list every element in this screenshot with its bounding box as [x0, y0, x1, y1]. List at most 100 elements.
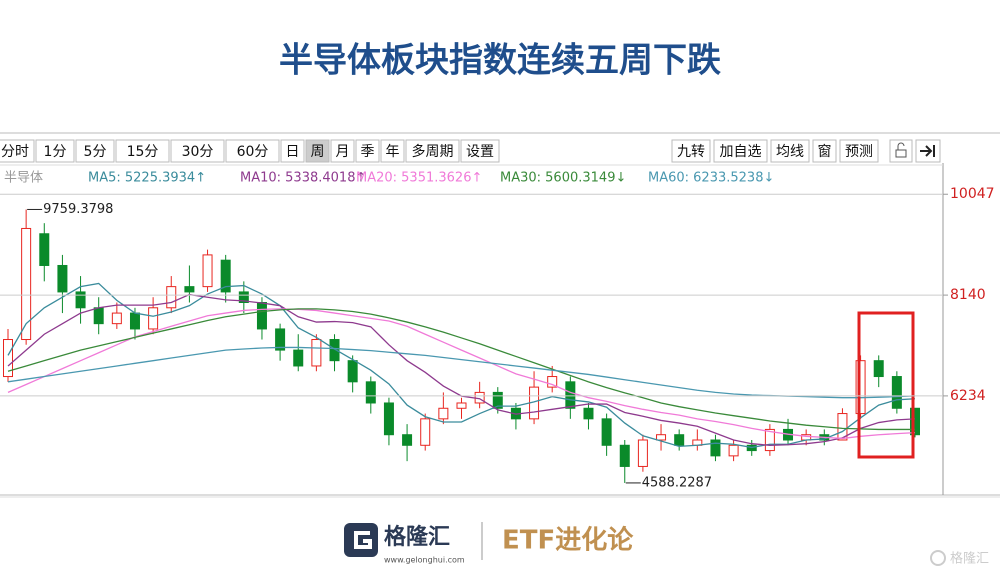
candle-body	[492, 391, 503, 409]
candle-body	[111, 312, 122, 325]
watermark-icon	[930, 550, 946, 566]
candle-body	[275, 328, 286, 351]
tab-button[interactable]	[35, 139, 75, 163]
tab-label: 季	[361, 144, 375, 160]
tab-label: 1分	[44, 144, 67, 160]
candle-body	[148, 307, 159, 330]
candle-body	[402, 434, 413, 446]
candle-body	[547, 376, 558, 388]
legend-name: 半导体	[4, 171, 43, 186]
legend-entry: MA30: 5600.3149↓	[500, 171, 626, 186]
candle-body	[93, 307, 104, 325]
candle-body	[420, 418, 431, 446]
candle-body	[57, 264, 68, 293]
title: 半导体板块指数连续五周下跌	[279, 41, 721, 81]
candle-body	[184, 286, 195, 293]
candle-body	[619, 444, 630, 467]
candle-body	[329, 339, 340, 362]
candle-body	[674, 434, 685, 446]
extreme-label: 9759.3798	[43, 202, 113, 217]
candle-body	[728, 444, 739, 457]
candle-body	[873, 360, 884, 378]
legend-entry: MA20: 5351.3626↑	[356, 171, 482, 186]
candle-body	[256, 302, 267, 330]
candle-body	[583, 407, 594, 420]
tool-label: 均线	[776, 144, 804, 160]
legend-entry: MA60: 6233.5238↓	[648, 171, 774, 186]
ma-line	[7, 346, 916, 399]
candle-body	[166, 286, 177, 309]
candle-body	[710, 439, 721, 457]
logo-icon	[344, 523, 378, 557]
extreme-label: 4588.2287	[642, 475, 712, 490]
tab-label: 月	[336, 144, 350, 160]
tab-label: 5分	[84, 144, 107, 160]
candle-body	[438, 407, 449, 420]
ma-line	[7, 308, 916, 440]
tab-button[interactable]	[460, 139, 500, 163]
tool-label: 预测	[845, 144, 873, 160]
candle-body	[21, 227, 32, 341]
candle-body	[601, 418, 612, 446]
legend-entry: MA10: 5338.4018↑	[240, 171, 366, 186]
tab-button[interactable]	[380, 139, 405, 163]
tab-label: 60分	[237, 144, 269, 160]
tab-button[interactable]	[280, 139, 305, 163]
collapse-icon	[920, 145, 935, 157]
candle-body	[311, 339, 322, 367]
plot	[3, 209, 920, 483]
legend-entry: MA5: 5225.3934↑	[88, 171, 206, 186]
ma-line	[7, 308, 915, 431]
candle-body	[565, 381, 576, 409]
tab-button[interactable]	[75, 139, 115, 163]
tab-button[interactable]	[0, 139, 35, 163]
tab-label: 多周期	[412, 143, 454, 160]
candle-body	[238, 291, 249, 303]
y-tick-label: 10047	[950, 186, 995, 202]
tab-button[interactable]	[330, 139, 355, 163]
tab-label: 分时	[1, 144, 29, 160]
tool-button[interactable]	[770, 139, 810, 163]
tab-button[interactable]	[305, 139, 330, 163]
candle-body	[656, 434, 667, 441]
tab-button[interactable]	[405, 139, 460, 163]
tab-label: 30分	[182, 144, 214, 160]
slogan: ETF进化论	[502, 526, 634, 556]
tab-button[interactable]	[170, 139, 225, 163]
tool-label: 窗	[818, 143, 832, 160]
candle-body	[129, 312, 140, 330]
candle-body	[220, 259, 231, 293]
tab-label: 周	[311, 144, 325, 160]
tool-button[interactable]	[671, 139, 711, 163]
tab-label: 日	[286, 144, 300, 160]
lock-icon	[895, 142, 907, 158]
candle-body	[456, 402, 467, 409]
tool-label: 加自选	[720, 144, 762, 160]
tab-button[interactable]	[225, 139, 280, 163]
tool-button[interactable]	[812, 139, 837, 163]
candle-body	[365, 381, 376, 404]
candle-body	[764, 428, 775, 452]
y-tick-label: 8140	[950, 287, 986, 303]
tab-button[interactable]	[355, 139, 380, 163]
brand-site: www.gelonghui.com	[384, 556, 465, 565]
watermark: 格隆汇	[950, 551, 989, 567]
tool-button[interactable]	[713, 139, 768, 163]
tool-button[interactable]	[839, 139, 879, 163]
candle-body	[910, 407, 920, 436]
tab-label: 15分	[127, 144, 159, 160]
candle-body	[39, 233, 50, 266]
ma-line	[7, 282, 916, 449]
candle-body	[855, 360, 866, 415]
y-tick-label: 6234	[950, 388, 986, 404]
ma-line	[7, 293, 916, 446]
candle-body	[637, 439, 648, 467]
tab-label: 年	[386, 144, 400, 160]
tab-button[interactable]	[115, 139, 170, 163]
candle-body	[837, 413, 848, 441]
candle-body	[383, 402, 394, 436]
chart-frame	[0, 132, 1000, 496]
brand: 格隆汇	[384, 524, 450, 550]
